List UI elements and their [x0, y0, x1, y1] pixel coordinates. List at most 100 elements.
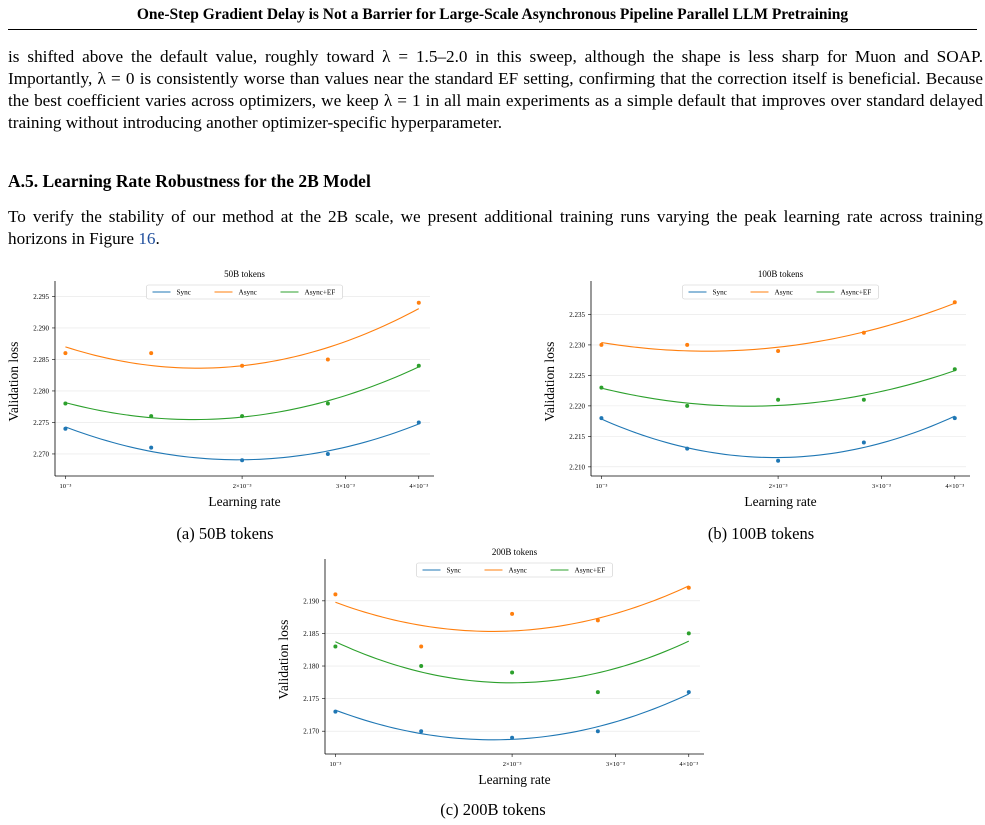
x-tick-label: 10⁻³ [59, 483, 71, 490]
legend-label: Sync [177, 289, 191, 297]
x-axis-label: Learning rate [478, 772, 550, 787]
series-curve-async-ef [601, 370, 955, 407]
y-tick-label: 2.235 [569, 311, 585, 319]
chart-100b-svg: 100B tokens 2.210 2.215 2.220 2.225 2.230 2.23… [542, 269, 970, 509]
chart-title: 50B tokens [224, 269, 265, 279]
y-axis-label: Validation loss [6, 342, 21, 422]
legend-label: Async+EF [841, 289, 872, 297]
y-tick-label: 2.295 [33, 293, 49, 301]
data-point [952, 367, 957, 372]
data-point [416, 420, 421, 425]
data-point [333, 592, 338, 597]
legend-label: Async+EF [305, 289, 336, 297]
data-point [599, 385, 604, 390]
legend-label: Sync [447, 567, 461, 575]
chart-200b: 200B tokens 2.170 2.175 2.180 2.185 2.190 10⁻³… [270, 540, 710, 792]
data-point [861, 397, 866, 402]
data-point [325, 401, 330, 406]
data-point [686, 631, 691, 636]
data-point [419, 729, 424, 734]
data-point [149, 351, 154, 356]
chart-100b: 100B tokens 2.210 2.215 2.220 2.225 2.230 2.23… [536, 262, 976, 514]
y-tick-label: 2.210 [569, 463, 585, 471]
data-point [685, 342, 690, 347]
series-curve-async [601, 302, 955, 352]
data-point [685, 403, 690, 408]
y-tick-label: 2.180 [303, 663, 319, 671]
series-curve-async [335, 585, 690, 632]
series-curve-async-ef [65, 366, 420, 421]
x-tick-label: 4×10⁻³ [945, 483, 964, 490]
legend-box [146, 284, 343, 300]
data-point [952, 300, 957, 305]
y-tick-label: 2.290 [33, 324, 49, 332]
data-point [419, 664, 424, 669]
legend-label: Async [239, 289, 257, 297]
data-point [149, 414, 154, 419]
data-point [240, 414, 245, 419]
data-point [685, 446, 690, 451]
y-tick-label: 2.230 [569, 341, 585, 349]
legend-box [416, 562, 613, 578]
data-point [325, 451, 330, 456]
data-point [149, 445, 154, 450]
y-axis-label: Validation loss [542, 342, 557, 422]
caption-200b: (c) 200B tokens [440, 800, 546, 819]
data-point [240, 458, 245, 463]
data-point [510, 735, 515, 740]
x-tick-label: 3×10⁻³ [606, 761, 625, 768]
section-heading: A.5. Learning Rate Robustness for the 2B… [8, 171, 371, 191]
x-tick-label: 3×10⁻³ [872, 483, 891, 490]
chart-title: 200B tokens [492, 547, 538, 557]
x-tick-label: 4×10⁻³ [409, 483, 428, 490]
chart-50b-svg: 50B tokens 2.270 2.275 2.280 2.285 2.290 2.295… [6, 269, 434, 509]
y-tick-label: 2.225 [569, 372, 585, 380]
y-tick-label: 2.220 [569, 402, 585, 410]
data-point [776, 458, 781, 463]
data-point [595, 729, 600, 734]
data-point [510, 611, 515, 616]
caption-100b: (b) 100B tokens [707, 524, 815, 543]
data-point [240, 363, 245, 368]
data-point [776, 349, 781, 354]
x-tick-label: 2×10⁻³ [769, 483, 788, 490]
data-point [416, 300, 421, 305]
figure-reference-link[interactable]: 16 [138, 229, 156, 248]
data-point [861, 330, 866, 335]
legend-box [682, 284, 879, 300]
x-axis-label: Learning rate [208, 494, 280, 509]
series-curve-sync [601, 415, 956, 459]
legend-label: Async+EF [575, 567, 606, 575]
legend-label: Sync [713, 289, 727, 297]
y-axis-label: Validation loss [276, 620, 291, 700]
data-point [416, 363, 421, 368]
x-tick-label: 3×10⁻³ [336, 483, 355, 490]
x-tick-label: 2×10⁻³ [233, 483, 252, 490]
legend-label: Async [509, 567, 527, 575]
paragraph-text: To verify the stability of our method at… [8, 207, 983, 248]
data-point [333, 644, 338, 649]
legend-label: Async [775, 289, 793, 297]
y-tick-label: 2.190 [303, 597, 319, 605]
y-tick-label: 2.215 [569, 433, 585, 441]
x-tick-label: 10⁻³ [329, 761, 341, 768]
x-tick-label: 2×10⁻³ [503, 761, 522, 768]
data-point [595, 690, 600, 695]
data-point [325, 357, 330, 362]
y-tick-label: 2.275 [33, 419, 49, 427]
caption-50b: (a) 50B tokens [176, 524, 274, 543]
data-point [63, 351, 68, 356]
y-tick-label: 2.270 [33, 450, 49, 458]
data-point [63, 426, 68, 431]
series-curve-async-ef [335, 640, 690, 684]
y-tick-label: 2.170 [303, 728, 319, 736]
y-tick-label: 2.280 [33, 387, 49, 395]
data-point [952, 416, 957, 421]
y-tick-label: 2.285 [33, 356, 49, 364]
series-curve-sync [335, 693, 690, 741]
series-curve-sync [65, 423, 419, 461]
data-point [595, 618, 600, 623]
data-point [861, 440, 866, 445]
paragraph-end: . [155, 229, 160, 248]
data-point [599, 342, 604, 347]
